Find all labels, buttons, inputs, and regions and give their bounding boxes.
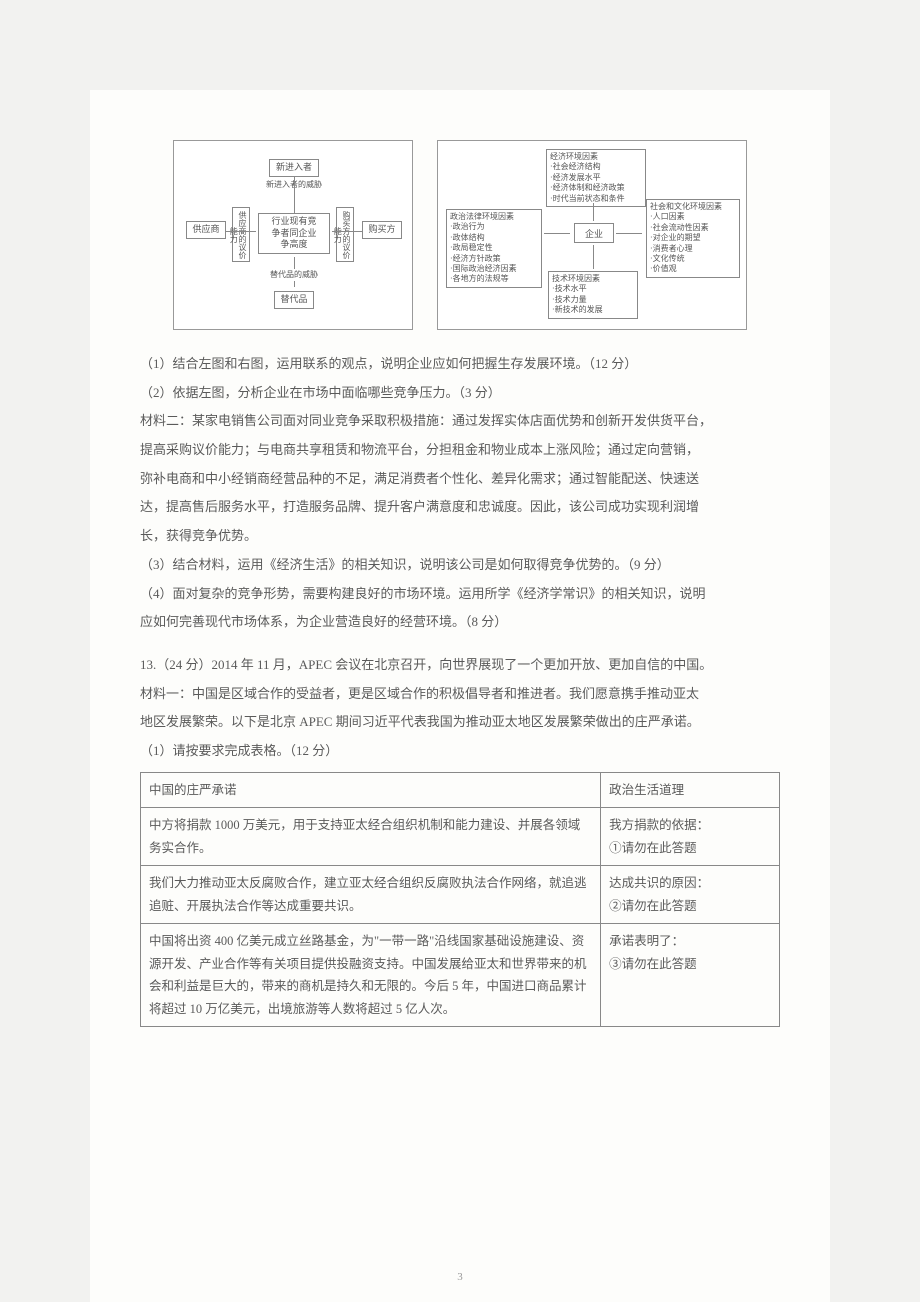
center-box: 行业现有竞 争者同企业 争高度 [258, 213, 330, 254]
material2-line4: 达，提高售后服务水平，打造服务品牌、提升客户满意度和忠诚度。因此，该公司成功实现… [140, 495, 780, 520]
row3-right: 承诺表明了： ③请勿在此答题 [601, 924, 780, 1027]
top-box: 新进入者 [269, 159, 319, 177]
commitment-table: 中国的庄严承诺 政治生活道理 中方将捐款 1000 万美元，用于支持亚太经合组织… [140, 772, 780, 1028]
row2-left: 我们大力推动亚太反腐败合作，建立亚太经合组织反腐败执法合作网络，就追逃追赃、开展… [141, 866, 601, 924]
bottom-box: 替代品 [274, 291, 314, 309]
row2-right: 达成共识的原因： ②请勿在此答题 [601, 866, 780, 924]
bottom-label: 替代品的威胁 [266, 269, 322, 281]
row1-right: 我方捐款的依据： ①请勿在此答题 [601, 808, 780, 866]
material2-line1: 材料二：某家电销售公司面对同业竞争采取积极措施：通过发挥实体店面优势和创新开发供… [140, 409, 780, 434]
row1-left: 中方将捐款 1000 万美元，用于支持亚太经合组织机制和能力建设、并展各领域务实… [141, 808, 601, 866]
q13-line2: 材料一：中国是区域合作的受益者，更是区域合作的积极倡导者和推进者。我们愿意携手推… [140, 682, 780, 707]
document-page: 新进入者 新进入者的威胁 供应商 供应商的议价能力 行业现有竞 争者同企业 争高… [90, 90, 830, 1302]
five-forces-diagram: 新进入者 新进入者的威胁 供应商 供应商的议价能力 行业现有竞 争者同企业 争高… [173, 140, 413, 330]
header-left: 中国的庄严承诺 [141, 772, 601, 808]
right-label: 购买方的议价能力 [336, 207, 354, 262]
table-row: 我们大力推动亚太反腐败合作，建立亚太经合组织反腐败执法合作网络，就追逃追赃、开展… [141, 866, 780, 924]
table-row: 中国将出资 400 亿美元成立丝路基金，为"一带一路"沿线国家基础设施建设、资源… [141, 924, 780, 1027]
econ-box: 经济环境因素 ·社会经济结构 ·经济发展水平 ·经济体制和经济政策 ·时代当前状… [546, 149, 646, 207]
politics-box: 政治法律环境因素 ·政治行为 ·政体结构 ·政局稳定性 ·经济方针政策 ·国际政… [446, 209, 542, 288]
left-box: 供应商 [186, 221, 226, 239]
enterprise-box: 企业 [574, 223, 614, 243]
diagram-row: 新进入者 新进入者的威胁 供应商 供应商的议价能力 行业现有竞 争者同企业 争高… [140, 140, 780, 330]
left-label: 供应商的议价能力 [232, 207, 250, 262]
material2-line3: 弥补电商和中小经销商经营品种的不足，满足消费者个性化、差异化需求；通过智能配送、… [140, 467, 780, 492]
q13-line3: 地区发展繁荣。以下是北京 APEC 期间习近平代表我国为推动亚太地区发展繁荣做出… [140, 710, 780, 735]
page-number: 3 [90, 1267, 830, 1288]
row3-left: 中国将出资 400 亿美元成立丝路基金，为"一带一路"沿线国家基础设施建设、资源… [141, 924, 601, 1027]
material2-line5: 长，获得竞争优势。 [140, 524, 780, 549]
question-4-line1: （4）面对复杂的竞争形势，需要构建良好的市场环境。运用所学《经济学常识》的相关知… [140, 582, 780, 607]
q13-line4: （1）请按要求完成表格。（12 分） [140, 739, 780, 764]
question-4-line2: 应如何完善现代市场体系，为企业营造良好的经营环境。（8 分） [140, 610, 780, 635]
question-1: （1）结合左图和右图，运用联系的观点，说明企业应如何把握生存发展环境。（12 分… [140, 352, 780, 377]
header-right: 政治生活道理 [601, 772, 780, 808]
question-2: （2）依据左图，分析企业在市场中面临哪些竞争压力。（3 分） [140, 381, 780, 406]
right-box: 购买方 [362, 221, 402, 239]
q13-line1: 13.（24 分）2014 年 11 月，APEC 会议在北京召开，向世界展现了… [140, 653, 780, 678]
table-row: 中方将捐款 1000 万美元，用于支持亚太经合组织机制和能力建设、并展各领域务实… [141, 808, 780, 866]
table-row: 中国的庄严承诺 政治生活道理 [141, 772, 780, 808]
material2-line2: 提高采购议价能力；与电商共享租赁和物流平台，分担租金和物业成本上涨风险；通过定向… [140, 438, 780, 463]
social-box: 社会和文化环境因素 ·人口因素 ·社会流动性因素 ·对企业的期望 ·消费者心理 … [646, 199, 740, 278]
tech-box: 技术环境因素 ·技术水平 ·技术力量 ·新技术的发展 [548, 271, 638, 319]
environment-diagram: 经济环境因素 ·社会经济结构 ·经济发展水平 ·经济体制和经济政策 ·时代当前状… [437, 140, 747, 330]
question-3: （3）结合材料，运用《经济生活》的相关知识，说明该公司是如何取得竞争优势的。（9… [140, 553, 780, 578]
